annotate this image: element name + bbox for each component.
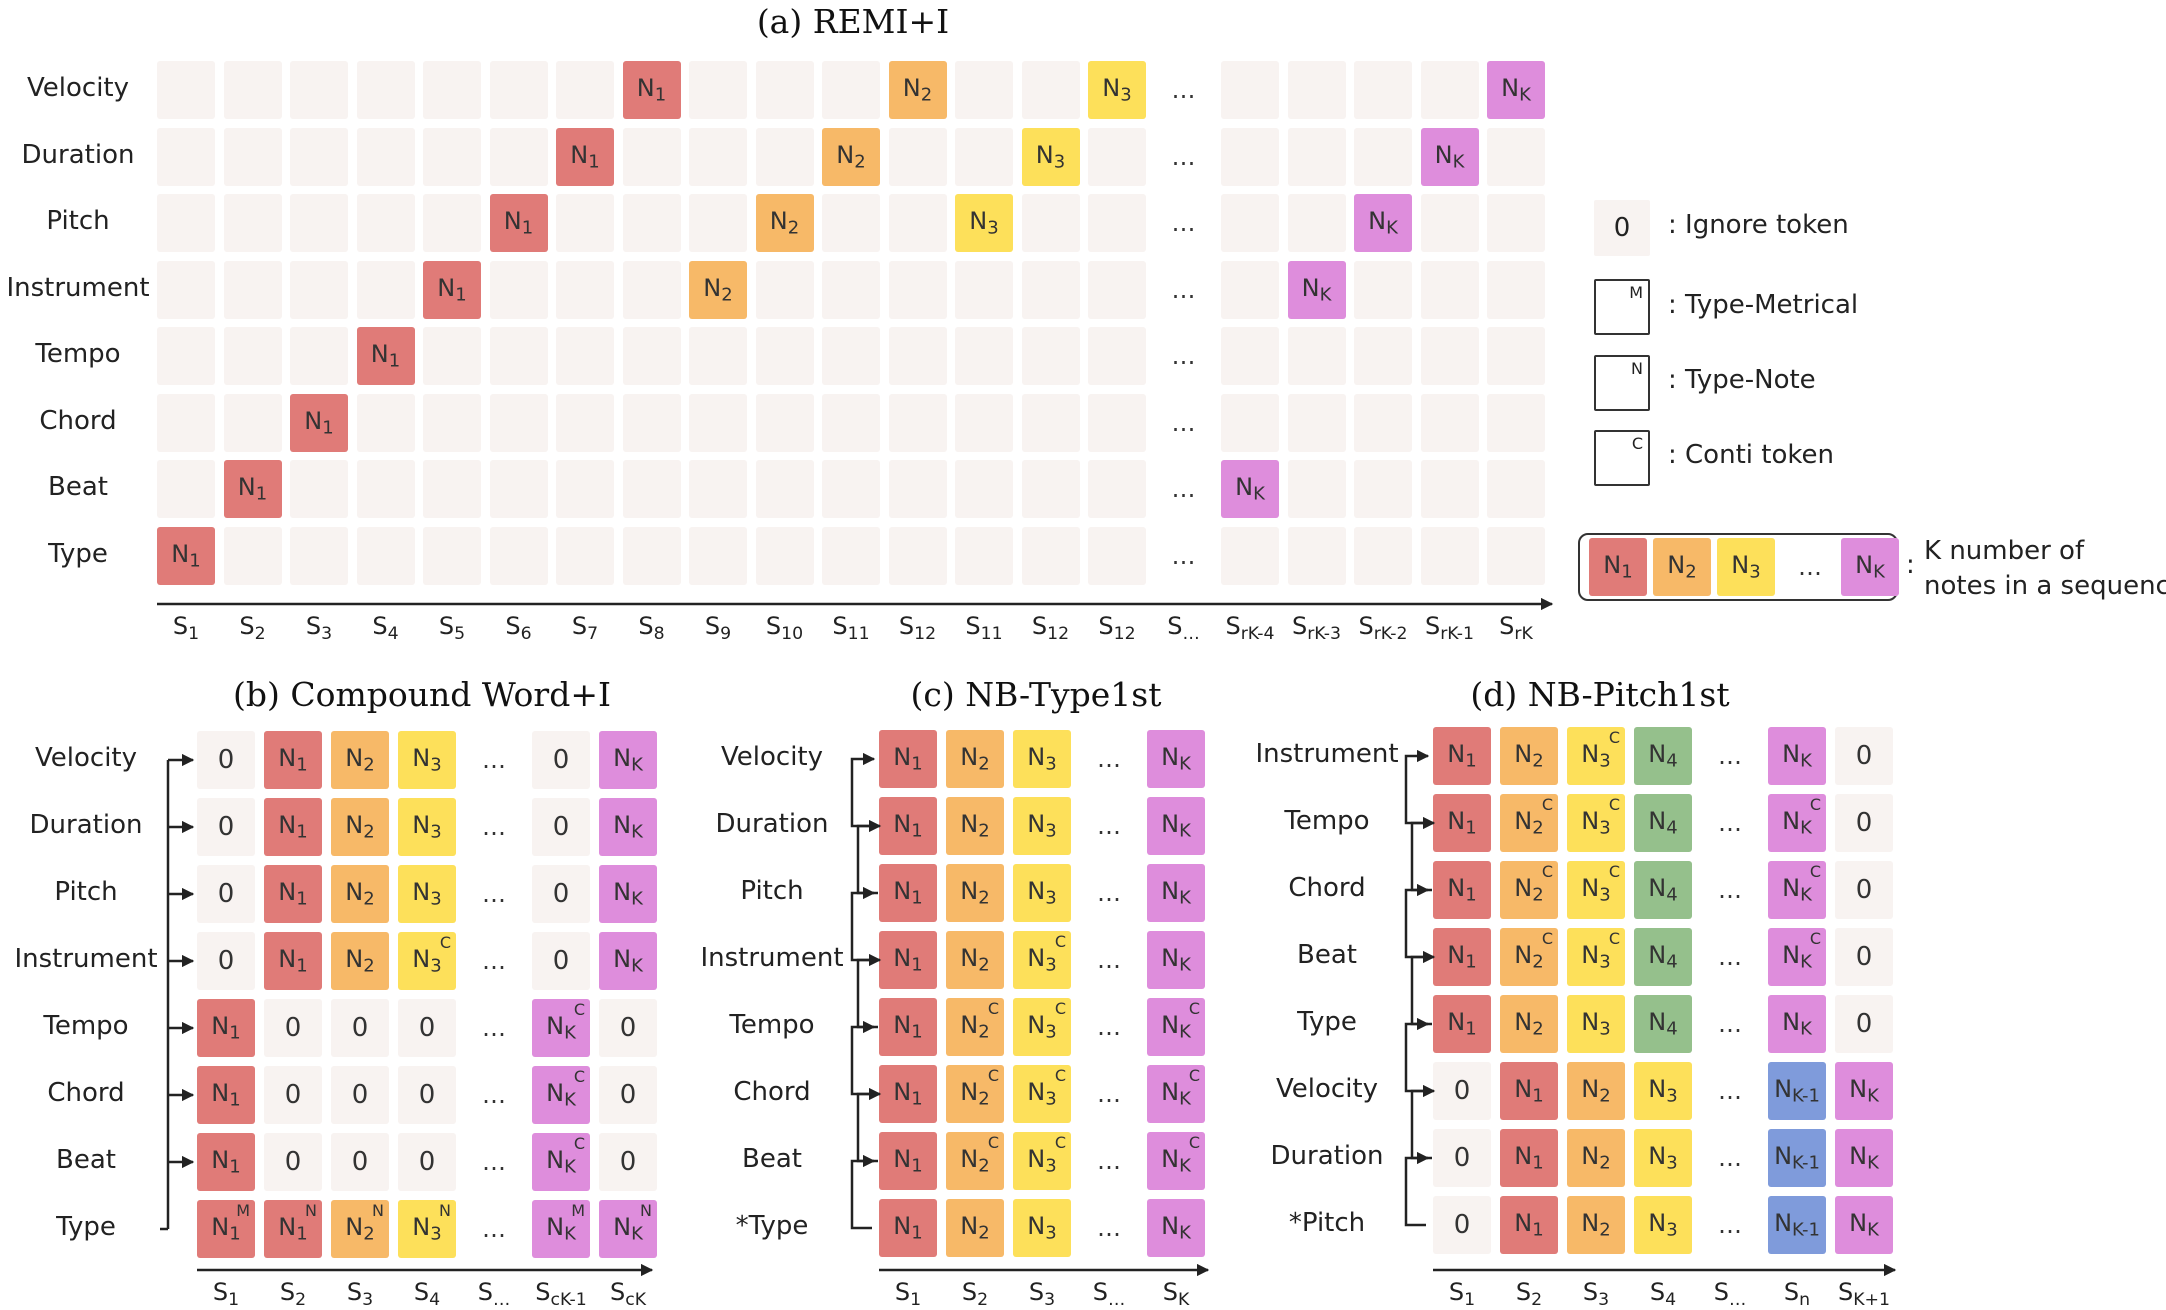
panel-c-chain-arrow — [858, 1094, 880, 1161]
panel-d-chain-arrow — [1412, 823, 1434, 890]
panel-c-chain-arrow — [852, 1161, 874, 1228]
panel-d-chain-arrow — [1412, 957, 1434, 1024]
panel-d-chain-arrow — [1412, 1091, 1434, 1158]
panel-c-chain-arrow — [858, 960, 880, 1027]
panel-c-chain-arrow — [852, 1027, 874, 1094]
panel-d-chain-arrow — [1406, 890, 1428, 957]
panel-d-chain-arrow — [1406, 756, 1428, 823]
panel-c-chain-arrow — [858, 826, 880, 893]
panel-c-chain-arrow — [852, 759, 874, 826]
panel-c-chain-arrow — [852, 893, 874, 960]
panel-d-chain-arrow — [1406, 1024, 1428, 1091]
panel-d-chain-arrow — [1406, 1158, 1428, 1225]
